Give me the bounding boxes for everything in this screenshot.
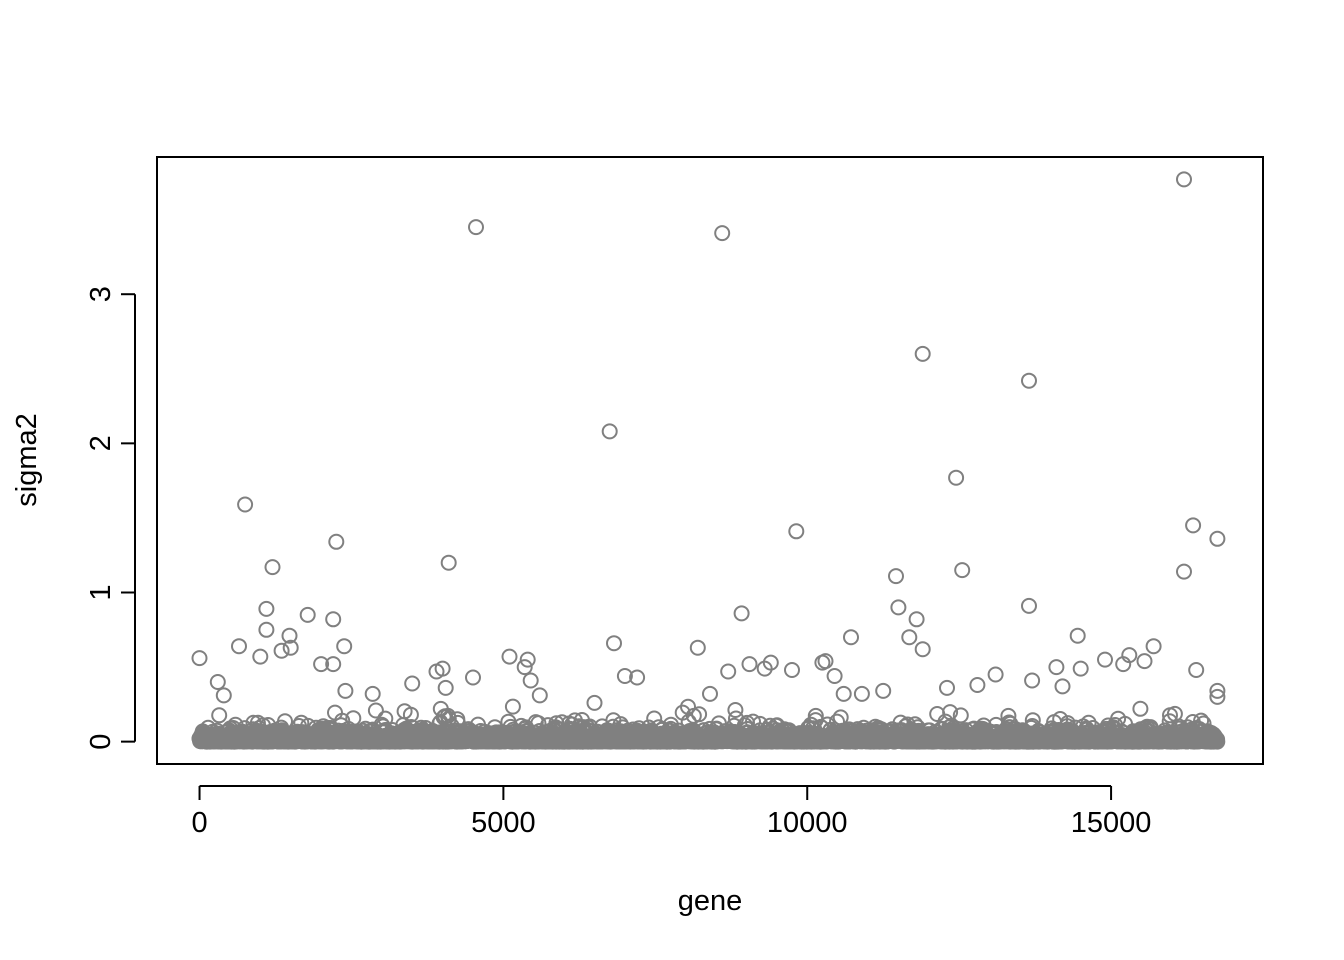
point (929, 706, 946, 722)
point (211, 707, 228, 724)
point (377, 710, 394, 727)
points-layer (191, 171, 1226, 750)
point (402, 706, 419, 723)
point (504, 698, 521, 715)
point (440, 710, 457, 727)
point (367, 702, 384, 719)
